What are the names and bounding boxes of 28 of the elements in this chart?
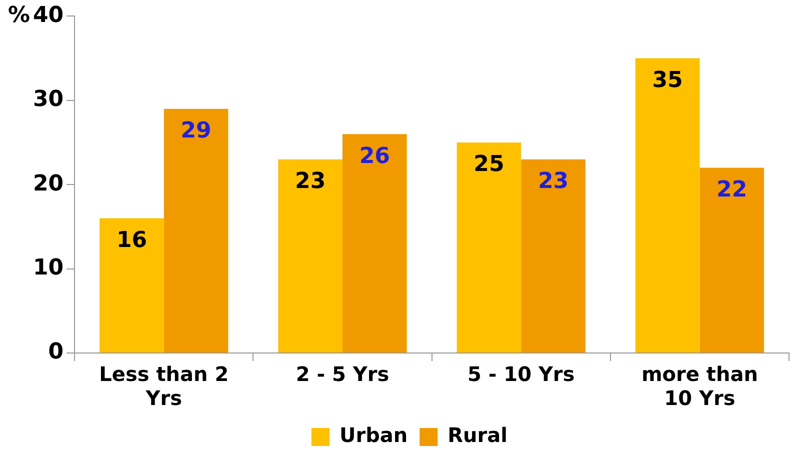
data-label: 35 <box>652 68 683 94</box>
legend-label: Rural <box>448 423 508 448</box>
bar <box>700 168 764 352</box>
data-label: 29 <box>180 118 212 144</box>
bar <box>164 108 228 352</box>
x-tick-label: Less than 2 Yrs <box>99 362 229 410</box>
data-label: 25 <box>474 152 504 178</box>
bar <box>456 142 522 352</box>
bar <box>278 159 343 352</box>
y-axis-title: % <box>8 2 30 28</box>
legend-label: Urban <box>339 423 408 448</box>
y-tick-label: 0 <box>48 340 64 365</box>
x-tick-label: more than 10 Yrs <box>641 362 758 410</box>
bar <box>521 159 586 352</box>
x-tick-label: 5 - 10 Yrs <box>468 362 575 386</box>
data-label: 26 <box>359 144 390 169</box>
y-tick-label: 40 <box>32 2 64 28</box>
bar <box>342 134 407 352</box>
y-tick-label: 20 <box>32 171 64 196</box>
y-tick-label: 10 <box>32 256 64 281</box>
bar <box>100 218 164 352</box>
data-label: 23 <box>295 169 326 194</box>
data-label: 22 <box>716 177 748 202</box>
data-label: 16 <box>116 228 148 253</box>
bar <box>635 58 700 352</box>
data-label: 23 <box>538 169 569 194</box>
x-tick-label: 2 - 5 Yrs <box>296 362 390 386</box>
y-tick-label: 30 <box>32 87 64 112</box>
